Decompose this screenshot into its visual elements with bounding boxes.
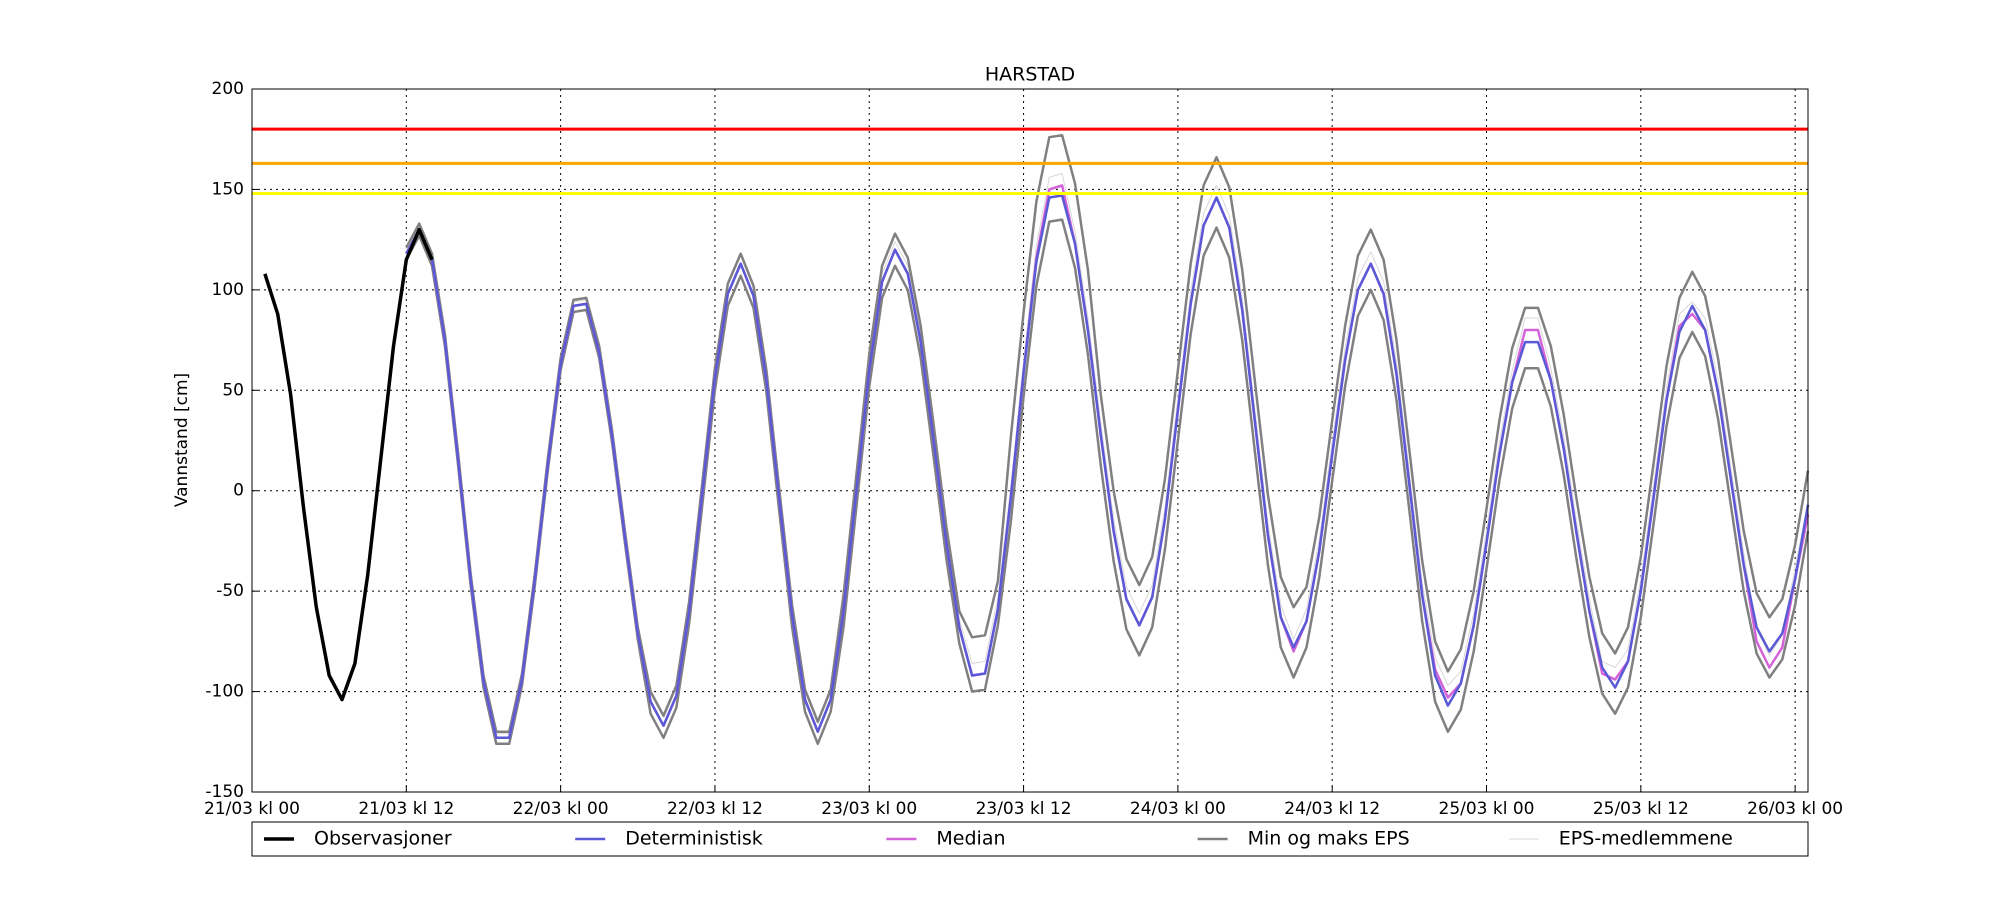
x-tick-label: 24/03 kl 12 — [1284, 799, 1380, 819]
y-tick-label: 100 — [212, 280, 244, 300]
series-line — [405, 194, 1810, 740]
x-tick-label: 21/03 kl 00 — [204, 799, 300, 819]
legend-label: EPS-medlemmene — [1559, 828, 1733, 850]
x-tick-label: 22/03 kl 00 — [513, 799, 609, 819]
y-tick-label: -150 — [205, 782, 244, 802]
y-tick-label: -100 — [205, 682, 244, 702]
x-tick-label: 25/03 kl 12 — [1593, 799, 1689, 819]
y-tick-label: -50 — [216, 581, 244, 601]
x-tick-label: 21/03 kl 12 — [358, 799, 454, 819]
x-tick-label: 23/03 kl 00 — [821, 799, 917, 819]
series-line — [263, 227, 434, 702]
legend-label: Min og maks EPS — [1248, 828, 1410, 850]
chart-title: HARSTAD — [985, 64, 1075, 86]
plot-frame — [251, 88, 1809, 793]
y-tick-label: 150 — [212, 179, 244, 199]
min-line — [405, 218, 1810, 746]
y-tick-label: 50 — [222, 380, 244, 400]
y-axis-label: Vannstand [cm] — [172, 373, 192, 507]
x-tick-label: 23/03 kl 12 — [976, 799, 1072, 819]
legend-label: Deterministisk — [625, 828, 763, 850]
x-tick-label: 26/03 kl 00 — [1747, 799, 1843, 819]
y-tick-label: 200 — [212, 79, 244, 99]
y-tick-label: 0 — [233, 481, 244, 501]
x-tick-label: 25/03 kl 00 — [1439, 799, 1535, 819]
x-tick-label: 22/03 kl 12 — [667, 799, 763, 819]
legend-box — [251, 821, 1809, 857]
legend-label: Observasjoner — [314, 828, 452, 850]
legend-label: Median — [936, 828, 1005, 850]
x-tick-label: 24/03 kl 00 — [1130, 799, 1226, 819]
